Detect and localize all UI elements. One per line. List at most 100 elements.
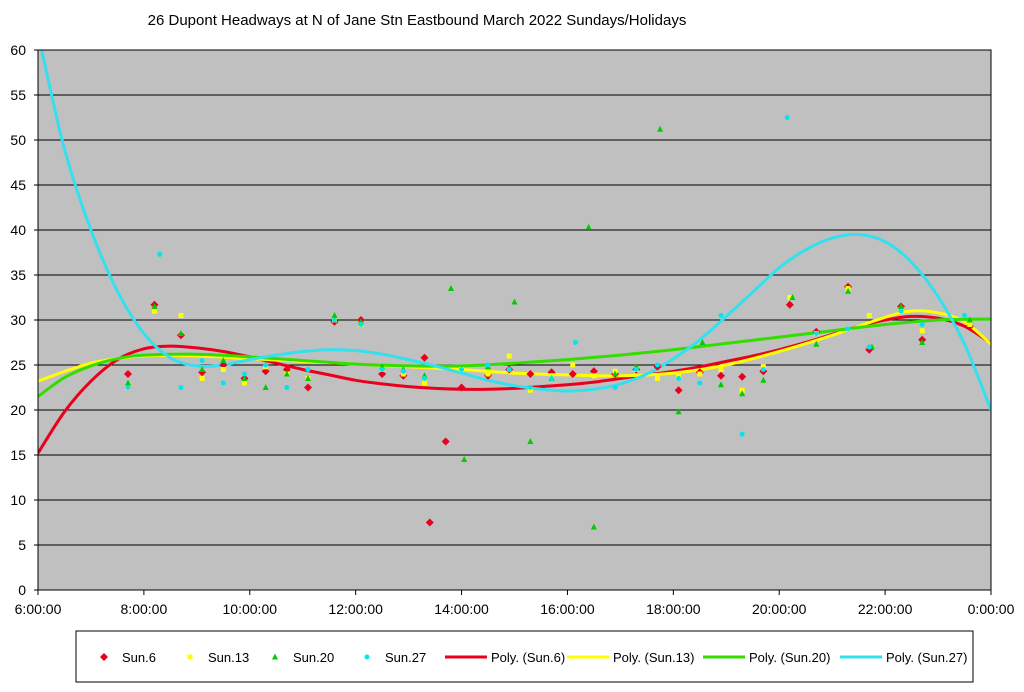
series-3-point: [739, 431, 745, 437]
series-0-point: [441, 437, 450, 446]
series-3-point: [866, 344, 872, 350]
series-0-point: [124, 370, 133, 378]
series-1-point: [967, 322, 973, 327]
series-3-point: [845, 326, 851, 332]
series-3-point: [654, 362, 660, 368]
series-3-point: [506, 367, 512, 372]
series-0-point: [738, 372, 747, 381]
series-0-point: [785, 300, 794, 309]
chart-title: 26 Dupont Headways at N of Jane Stn East…: [148, 12, 687, 29]
series-0-point: [568, 370, 577, 378]
series-2-point: [612, 370, 619, 377]
series-3-point: [813, 331, 819, 336]
y-tick-label: 5: [18, 537, 26, 553]
series-3-point: [898, 308, 904, 314]
x-tick-label: 0:00:00: [968, 601, 1015, 617]
series-3-point: [549, 376, 555, 381]
series-0-point: [457, 383, 466, 392]
series-3-point: [421, 376, 427, 381]
legend-marker: [187, 654, 193, 660]
x-axis-ticks: 6:00:00 8:00:00 10:00:00 12:00:00 14:00:00 16…: [15, 590, 1015, 617]
y-tick-label: 35: [10, 267, 26, 283]
series-1-point: [485, 371, 491, 377]
legend-marker: [100, 653, 108, 661]
series-1-point: [241, 380, 247, 386]
legend-label: Sun.13: [208, 650, 249, 665]
y-tick-label: 40: [10, 222, 26, 238]
series-2-point: [789, 294, 796, 300]
legend-label: Sun.6: [122, 650, 156, 665]
series-3-point: [379, 367, 385, 372]
series-3-point: [178, 385, 184, 390]
y-tick-label: 25: [10, 357, 26, 373]
series-2-point: [760, 376, 767, 383]
series-1-point: [919, 328, 925, 334]
series-1-point: [199, 376, 205, 381]
series-2-point: [151, 303, 158, 309]
series-0-point: [716, 371, 725, 380]
series-2-point: [897, 303, 904, 309]
series-2-point: [585, 223, 592, 230]
series-3-point: [760, 367, 766, 372]
series-0-point: [304, 383, 313, 392]
y-tick-label: 55: [10, 87, 26, 103]
series-3-point: [199, 358, 205, 363]
series-1-point: [178, 313, 184, 318]
series-3-point: [305, 367, 311, 372]
legend-label: Poly. (Sun.27): [886, 650, 967, 665]
series-3-point: [400, 368, 406, 374]
legend-marker: [364, 654, 370, 660]
x-tick-label: 10:00:00: [223, 601, 278, 617]
x-tick-label: 14:00:00: [434, 601, 489, 617]
series-2-point: [331, 312, 338, 318]
series-1-point: [506, 353, 512, 359]
y-tick-label: 0: [18, 582, 26, 598]
series-2-point: [447, 285, 454, 291]
series-3-point: [527, 385, 533, 390]
series-1-point: [400, 371, 406, 377]
series-1-point: [654, 376, 660, 381]
y-tick-label: 50: [10, 132, 26, 148]
series-2-point: [199, 366, 206, 372]
y-tick-label: 20: [10, 402, 26, 418]
y-axis-ticks: 0 5 10 15 20 25 30 35 40 45 50 55 60: [10, 42, 38, 598]
series-2-point: [590, 523, 597, 530]
series-1-point: [760, 364, 766, 370]
series-2-point: [241, 375, 248, 381]
y-tick-label: 45: [10, 177, 26, 193]
series-3-point: [485, 362, 491, 368]
series-1-point: [570, 362, 576, 368]
series-1-point: [527, 387, 533, 393]
series-2-point: [262, 384, 269, 390]
series-1-point: [718, 367, 724, 372]
series-2-point: [966, 316, 973, 323]
series-2-point: [813, 340, 820, 347]
series-1-point: [676, 373, 682, 379]
series-2-point: [283, 370, 290, 377]
legend-label: Sun.20: [293, 650, 334, 665]
series-2-point: [845, 287, 852, 294]
x-tick-label: 16:00:00: [540, 601, 595, 617]
grid-lines: [38, 94, 991, 546]
legend-label: Poly. (Sun.13): [613, 650, 694, 665]
series-3-point: [358, 322, 364, 327]
legend-label: Poly. (Sun.6): [491, 650, 565, 665]
series-3-point: [331, 317, 337, 323]
series-2-point: [527, 438, 534, 444]
y-tick-label: 30: [10, 312, 26, 328]
series-3-point: [263, 362, 269, 368]
series-2-point: [220, 357, 227, 363]
series-2-point: [461, 456, 468, 462]
series-2-point: [511, 298, 518, 305]
legend-label: Sun.27: [385, 650, 426, 665]
legend-label: Poly. (Sun.20): [749, 650, 830, 665]
series-2-point: [177, 330, 184, 336]
series-2-point: [699, 339, 706, 345]
series-1-point: [591, 373, 597, 379]
series-3-point: [125, 385, 131, 390]
trendline-3: [40, 50, 991, 411]
series-3-point: [459, 367, 465, 372]
series-3-point: [718, 313, 724, 318]
series-2-point: [657, 125, 664, 132]
